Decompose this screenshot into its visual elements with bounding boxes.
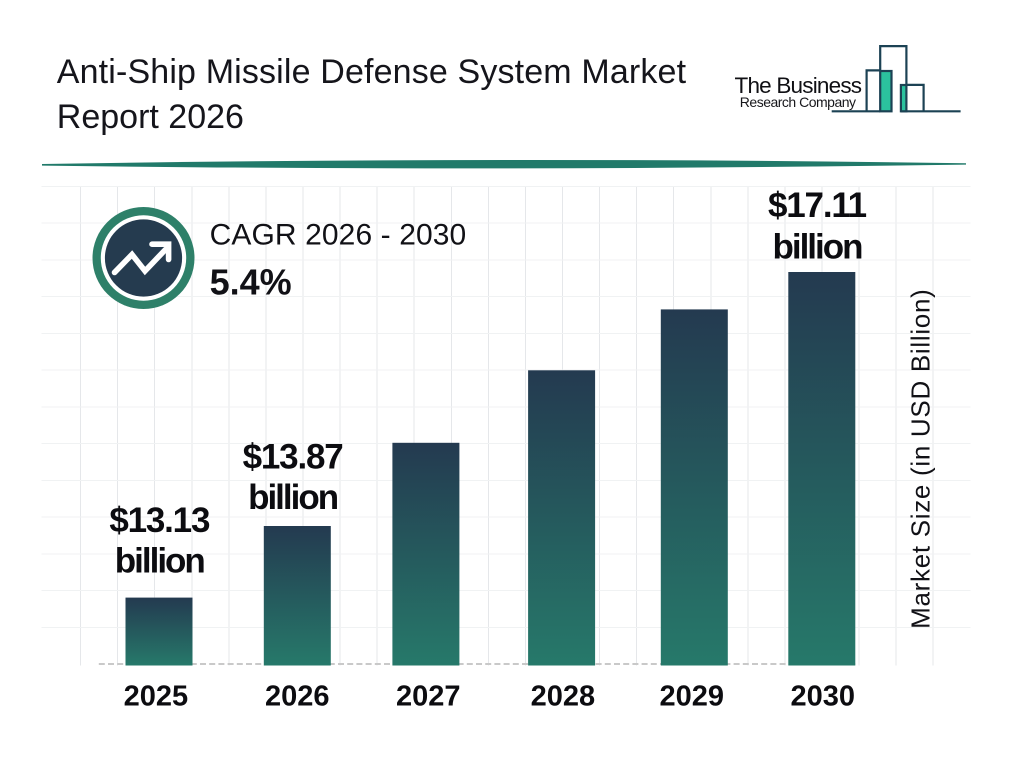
svg-text:2027: 2027 <box>396 681 461 713</box>
svg-text:Report 2026: Report 2026 <box>57 98 244 136</box>
svg-text:The Business: The Business <box>735 73 862 98</box>
svg-text:5.4%: 5.4% <box>210 261 292 302</box>
svg-text:2030: 2030 <box>790 681 855 713</box>
svg-text:2025: 2025 <box>124 681 189 713</box>
svg-text:2028: 2028 <box>531 681 596 713</box>
svg-text:billion: billion <box>248 478 338 517</box>
svg-text:billion: billion <box>115 542 205 581</box>
svg-text:Anti-Ship Missile Defense Syst: Anti-Ship Missile Defense System Market <box>57 53 687 91</box>
svg-text:Research Company: Research Company <box>740 94 856 110</box>
svg-text:billion: billion <box>772 228 862 267</box>
svg-text:$17.11: $17.11 <box>768 186 867 225</box>
svg-text:$13.13: $13.13 <box>109 501 210 540</box>
svg-text:Market Size (in USD Billion): Market Size (in USD Billion) <box>906 289 936 629</box>
svg-text:CAGR 2026 - 2030: CAGR 2026 - 2030 <box>210 219 467 252</box>
svg-text:$13.87: $13.87 <box>243 438 343 477</box>
svg-text:2029: 2029 <box>660 681 725 713</box>
svg-text:2026: 2026 <box>265 681 330 713</box>
